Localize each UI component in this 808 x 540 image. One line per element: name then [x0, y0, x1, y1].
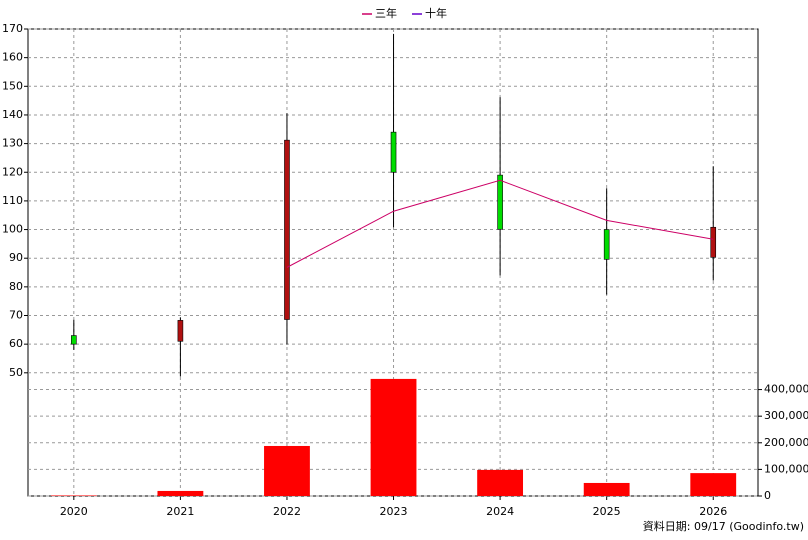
legend-label: 三年 — [375, 6, 397, 20]
x-tick-label: 2022 — [273, 505, 301, 518]
x-tick-label: 2021 — [166, 505, 194, 518]
candle-body — [710, 226, 717, 258]
y2-tick-label: 200,000 — [764, 436, 808, 449]
x-tick-label: 2020 — [60, 505, 88, 518]
y-tick-label: 170 — [2, 22, 23, 35]
y2-tick-label: 100,000 — [764, 462, 808, 475]
y-tick-label: 160 — [2, 51, 23, 64]
y2-tick-label: 0 — [764, 489, 771, 502]
y-tick-label: 110 — [2, 194, 23, 207]
annotation: 資料日期: 09/17 (Goodinfo.tw) — [643, 519, 804, 533]
candle-body — [177, 320, 184, 342]
y-tick-label: 80 — [9, 280, 23, 293]
y-tick-label: 60 — [9, 337, 23, 350]
legend-label: 十年 — [425, 6, 447, 20]
volume-bar — [50, 495, 97, 496]
candle-body — [71, 335, 77, 345]
y2-tick-label: 300,000 — [764, 409, 808, 422]
x-tick-label: 2024 — [486, 505, 514, 518]
candle-body — [603, 229, 610, 260]
volume-bar — [157, 490, 204, 496]
volume-bar — [583, 482, 630, 496]
x-tick-label: 2025 — [593, 505, 621, 518]
y-tick-label: 50 — [9, 366, 23, 379]
volume-bar — [690, 473, 737, 496]
y-tick-label: 140 — [2, 108, 23, 121]
line-series — [286, 179, 714, 268]
y-tick-label: 130 — [2, 137, 23, 150]
x-tick-label: 2026 — [699, 505, 727, 518]
candle-body — [284, 139, 290, 320]
y-tick-label: 90 — [9, 251, 23, 264]
y-tick-label: 150 — [2, 79, 23, 92]
y-tick-label: 70 — [9, 309, 23, 322]
volume-bar — [370, 378, 417, 496]
candle-body — [497, 174, 503, 230]
y-tick-label: 120 — [2, 165, 23, 178]
x-tick-label: 2023 — [380, 505, 408, 518]
volume-bar — [477, 469, 524, 496]
y2-tick-label: 400,000 — [764, 383, 808, 396]
y-tick-label: 100 — [2, 223, 23, 236]
candle-body — [390, 131, 397, 173]
volume-bar — [264, 445, 310, 496]
